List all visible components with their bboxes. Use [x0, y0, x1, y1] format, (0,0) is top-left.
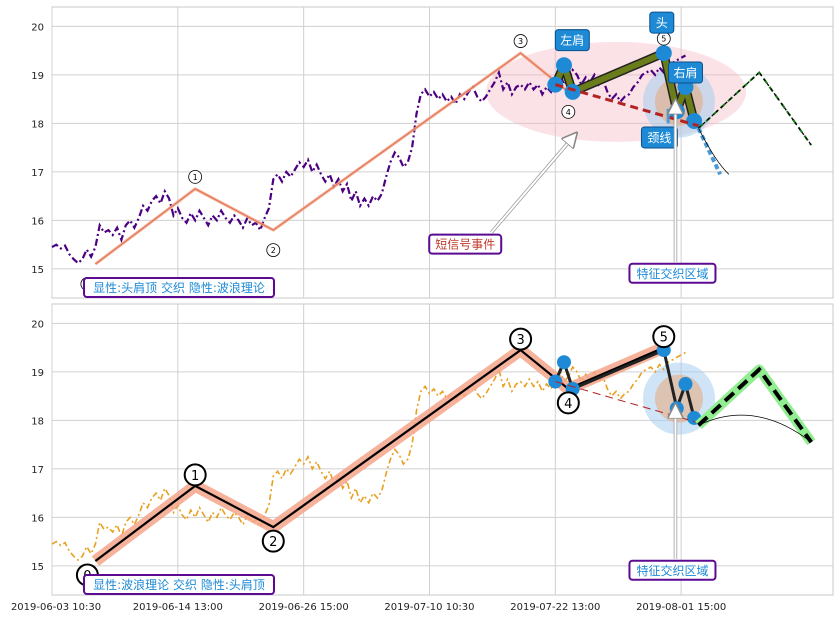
bottom-wave-label: 2 [269, 535, 277, 550]
top-wave-label: 3 [518, 37, 523, 46]
bottom-wave-label: 3 [516, 333, 524, 348]
bottom-wave-label-circle [556, 391, 580, 415]
bottom-ytick-label: 19 [31, 368, 44, 379]
top-annotation-label: 显性:头肩顶 交织 隐性:波浪理论 [93, 280, 265, 295]
hs-label: 头 [656, 16, 668, 30]
top-wave-label-circle [266, 243, 281, 258]
projection-line [697, 366, 813, 444]
xtick-label: 2019-06-03 10:30 [11, 602, 101, 613]
xtick-label: 2019-06-14 13:00 [133, 602, 223, 613]
hs-label: 右肩 [673, 65, 697, 80]
top-annotation-label: 短信号事件 [435, 238, 495, 252]
bottom-wave-label-circle [652, 325, 676, 349]
top-annotation-box [83, 277, 275, 298]
bottom-annotation-label: 显性:波浪理论 交织 隐性:头肩顶 [93, 577, 265, 592]
bottom-wave-label-circle [183, 463, 207, 487]
bottom-annotation-label: 特征交织区域 [636, 563, 708, 578]
projection-arc [698, 414, 812, 443]
top-hs-point [555, 57, 572, 74]
top-annotation-label: 特征交织区域 [636, 266, 708, 281]
top-wave-label-circle [513, 34, 528, 48]
bottom-wave-label-circle [509, 327, 533, 351]
top-wave-label: 1 [193, 173, 198, 182]
top-wave-label-circle [188, 169, 203, 184]
bottom-ytick-label: 20 [31, 319, 44, 330]
bottom-annotation-box [628, 559, 717, 581]
top-ytick-label: 19 [31, 71, 44, 82]
xtick-label: 2019-08-01 15:00 [636, 602, 726, 613]
top-wave-label: 2 [271, 246, 276, 255]
bottom-wave-label: 1 [191, 469, 199, 484]
hs-label-box [649, 11, 675, 34]
top-hs-point [564, 83, 581, 100]
bottom-hs-point [556, 355, 571, 370]
top-wave-label: 5 [661, 35, 666, 44]
top-ytick-label: 15 [31, 265, 44, 276]
bottom-ytick-label: 17 [31, 465, 44, 476]
bottom-wave-label: 4 [564, 397, 572, 412]
top-ytick-label: 20 [31, 22, 44, 33]
bottom-annotation-box [83, 574, 275, 595]
top-price-line [51, 54, 687, 265]
top-annotation-arrow [490, 138, 572, 234]
top-annotation-box [428, 233, 503, 255]
top-hs-point [655, 45, 672, 62]
bottom-ytick-label: 15 [31, 562, 44, 573]
hs-label-box [554, 29, 590, 52]
bottom-ytick-label: 16 [31, 513, 44, 524]
target-arc [698, 128, 730, 175]
bottom-ytick-label: 18 [31, 416, 44, 427]
top-ytick-label: 16 [31, 216, 44, 227]
top-wave-label-circle [561, 104, 576, 119]
top-annotation-box [628, 262, 717, 284]
projection-line-top [697, 70, 813, 146]
top-ytick-label: 18 [31, 119, 44, 130]
xtick-label: 2019-07-22 13:00 [510, 602, 600, 613]
top-wave-label: 4 [566, 108, 571, 117]
bottom-wave-label: 5 [660, 331, 668, 346]
hs-label-box [667, 61, 703, 84]
xtick-label: 2019-06-26 15:00 [259, 602, 349, 613]
top-ytick-label: 17 [31, 168, 44, 179]
hs-label: 左肩 [560, 33, 584, 48]
bottom-wave-line [94, 346, 665, 562]
neckline-label: 颈线 [647, 131, 671, 145]
top-panel: 151617181920012345左肩头右肩颈线短信号事件特征交织区域显性:头… [31, 6, 834, 299]
xtick-label: 2019-07-10 10:30 [384, 602, 474, 613]
bottom-wave-label-circle [261, 529, 285, 553]
neckline-label-box [640, 126, 678, 149]
bottom-hs-point [678, 377, 693, 392]
bottom-plot-area [51, 303, 834, 596]
